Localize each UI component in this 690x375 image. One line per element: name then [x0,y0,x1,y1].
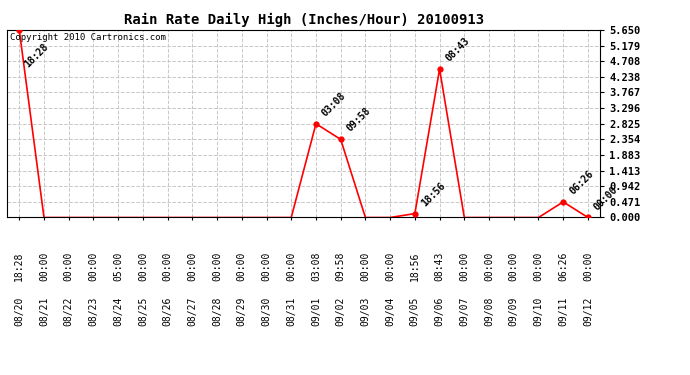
Text: 08/27: 08/27 [188,296,197,326]
Text: 09/12: 09/12 [583,296,593,326]
Text: 08/20: 08/20 [14,296,24,326]
Text: 08/21: 08/21 [39,296,49,326]
Text: 08/28: 08/28 [212,296,222,326]
Text: 08:43: 08:43 [435,251,444,280]
Text: 09/06: 09/06 [435,296,444,326]
Text: 00:00: 00:00 [360,251,371,280]
Text: 00:00: 00:00 [583,251,593,280]
Text: 00:00: 00:00 [509,251,519,280]
Text: 00:00: 00:00 [88,251,99,280]
Text: 09:58: 09:58 [345,106,373,134]
Text: 05:00: 05:00 [113,251,123,280]
Text: 09/02: 09/02 [336,296,346,326]
Text: 09/08: 09/08 [484,296,494,326]
Text: 06:26: 06:26 [567,168,595,196]
Text: 08/22: 08/22 [63,296,74,326]
Text: 00:00: 00:00 [39,251,49,280]
Text: 00:00: 00:00 [212,251,222,280]
Text: 00:00: 00:00 [460,251,469,280]
Text: 09/09: 09/09 [509,296,519,326]
Text: 00:00: 00:00 [385,251,395,280]
Text: Copyright 2010 Cartronics.com: Copyright 2010 Cartronics.com [10,33,166,42]
Text: 08/25: 08/25 [138,296,148,326]
Text: 03:08: 03:08 [311,251,321,280]
Title: Rain Rate Daily High (Inches/Hour) 20100913: Rain Rate Daily High (Inches/Hour) 20100… [124,13,484,27]
Text: 00:00: 00:00 [138,251,148,280]
Text: 18:28: 18:28 [22,41,50,69]
Text: 18:56: 18:56 [419,180,447,208]
Text: 00:00: 00:00 [262,251,271,280]
Text: 08/31: 08/31 [286,296,296,326]
Text: 08/30: 08/30 [262,296,271,326]
Text: 00:00: 00:00 [286,251,296,280]
Text: 09:58: 09:58 [336,251,346,280]
Text: 00:00: 00:00 [592,184,620,212]
Text: 00:00: 00:00 [484,251,494,280]
Text: 08:43: 08:43 [444,36,471,63]
Text: 09/11: 09/11 [558,296,568,326]
Text: 09/10: 09/10 [533,296,544,326]
Text: 00:00: 00:00 [237,251,247,280]
Text: 03:08: 03:08 [320,90,348,118]
Text: 06:26: 06:26 [558,251,568,280]
Text: 08/24: 08/24 [113,296,123,326]
Text: 08/23: 08/23 [88,296,99,326]
Text: 09/07: 09/07 [460,296,469,326]
Text: 08/29: 08/29 [237,296,247,326]
Text: 09/05: 09/05 [410,296,420,326]
Text: 00:00: 00:00 [63,251,74,280]
Text: 00:00: 00:00 [163,251,172,280]
Text: 00:00: 00:00 [533,251,544,280]
Text: 00:00: 00:00 [188,251,197,280]
Text: 09/03: 09/03 [360,296,371,326]
Text: 09/01: 09/01 [311,296,321,326]
Text: 08/26: 08/26 [163,296,172,326]
Text: 09/04: 09/04 [385,296,395,326]
Text: 18:28: 18:28 [14,251,24,280]
Text: 18:56: 18:56 [410,251,420,280]
